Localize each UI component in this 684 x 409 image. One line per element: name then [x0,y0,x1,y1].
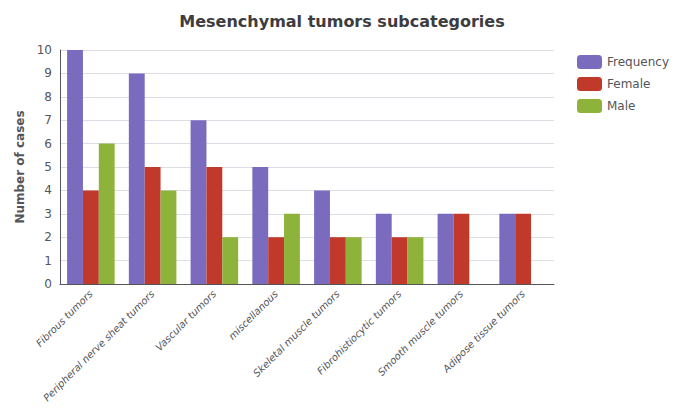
svg-text:Smooth muscle tumors: Smooth muscle tumors [375,288,466,378]
svg-text:1: 1 [44,254,52,268]
svg-text:Frequency: Frequency [607,55,669,69]
svg-text:0: 0 [44,277,52,291]
svg-text:8: 8 [44,90,52,104]
svg-text:10: 10 [37,43,52,57]
svg-text:Number of cases: Number of cases [13,110,27,223]
svg-text:Skeletal muscle tumors: Skeletal muscle tumors [251,288,342,379]
svg-text:Fibrous tumors: Fibrous tumors [34,288,95,349]
svg-text:Fibrohistiocytic tumors: Fibrohistiocytic tumors [314,288,404,377]
svg-text:Vascular tumors: Vascular tumors [153,288,218,353]
svg-text:6: 6 [44,137,52,151]
svg-text:9: 9 [44,66,52,80]
svg-text:Peripheral nerve sheat tumors: Peripheral nerve sheat tumors [41,288,156,403]
svg-text:3: 3 [44,207,52,221]
svg-text:4: 4 [44,183,52,197]
svg-text:Female: Female [607,77,650,91]
svg-text:Adipose tissue tumors: Adipose tissue tumors [440,288,527,375]
svg-text:miscellanous: miscellanous [226,288,280,342]
svg-text:5: 5 [44,160,52,174]
svg-text:Mesenchymal tumors subcategori: Mesenchymal tumors subcategories [179,12,504,31]
svg-text:7: 7 [44,113,52,127]
svg-text:2: 2 [44,230,52,244]
svg-text:Male: Male [607,99,635,113]
